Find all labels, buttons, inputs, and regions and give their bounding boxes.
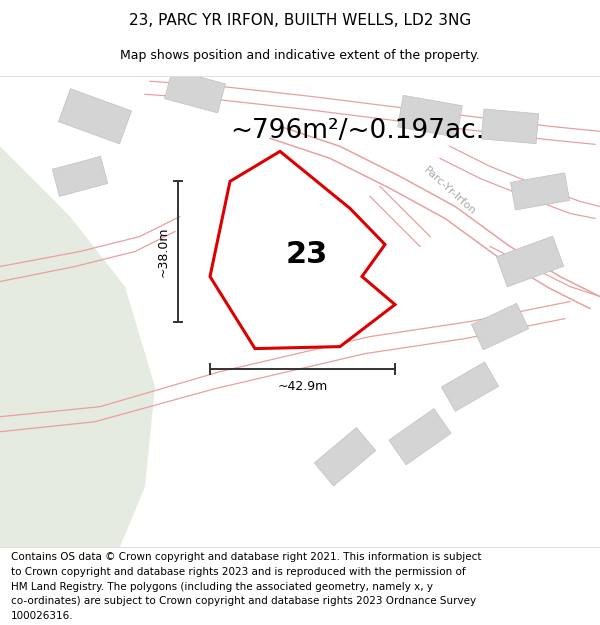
Text: co-ordinates) are subject to Crown copyright and database rights 2023 Ordnance S: co-ordinates) are subject to Crown copyr…	[11, 596, 476, 606]
Polygon shape	[472, 303, 529, 350]
Polygon shape	[164, 69, 226, 113]
Text: 100026316.: 100026316.	[11, 611, 73, 621]
Text: Map shows position and indicative extent of the property.: Map shows position and indicative extent…	[120, 49, 480, 62]
Text: ~42.9m: ~42.9m	[277, 380, 328, 393]
Polygon shape	[442, 362, 499, 411]
Text: Parc-Yr-Irfon: Parc-Yr-Irfon	[422, 166, 478, 217]
Polygon shape	[481, 109, 539, 144]
Polygon shape	[0, 146, 155, 547]
Polygon shape	[389, 409, 451, 465]
Polygon shape	[511, 173, 569, 210]
Text: 23, PARC YR IRFON, BUILTH WELLS, LD2 3NG: 23, PARC YR IRFON, BUILTH WELLS, LD2 3NG	[129, 13, 471, 28]
Polygon shape	[249, 179, 341, 254]
Text: to Crown copyright and database rights 2023 and is reproduced with the permissio: to Crown copyright and database rights 2…	[11, 567, 466, 577]
Polygon shape	[398, 95, 463, 138]
Text: ~38.0m: ~38.0m	[157, 226, 170, 277]
Polygon shape	[314, 428, 376, 486]
Text: ~796m²/~0.197ac.: ~796m²/~0.197ac.	[230, 118, 484, 144]
Polygon shape	[58, 89, 131, 144]
Polygon shape	[496, 236, 563, 287]
Text: 23: 23	[286, 241, 328, 269]
Polygon shape	[52, 156, 108, 196]
Text: Contains OS data © Crown copyright and database right 2021. This information is : Contains OS data © Crown copyright and d…	[11, 552, 481, 562]
Text: HM Land Registry. The polygons (including the associated geometry, namely x, y: HM Land Registry. The polygons (includin…	[11, 582, 433, 592]
Polygon shape	[210, 151, 395, 349]
